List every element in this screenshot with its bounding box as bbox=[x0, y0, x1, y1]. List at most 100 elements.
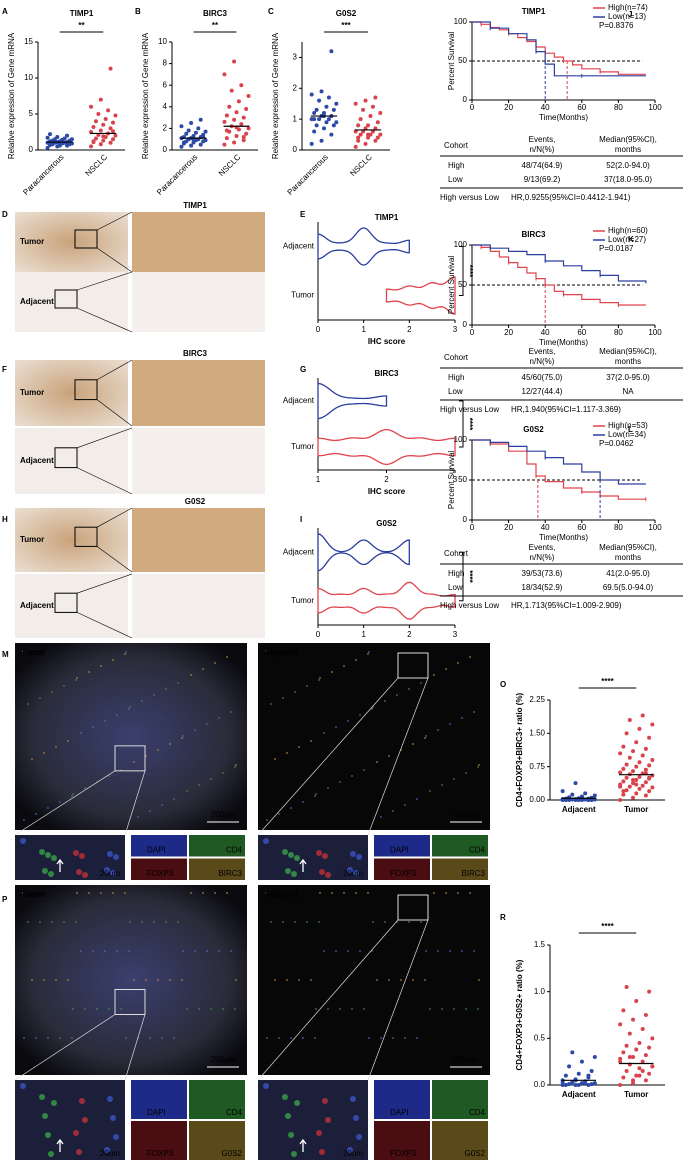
data-point bbox=[634, 999, 639, 1003]
table-cell: 45/60(75.0) bbox=[522, 373, 563, 382]
if-speck bbox=[278, 1037, 280, 1039]
if-speck bbox=[359, 714, 361, 716]
y-tick-label: 100 bbox=[454, 240, 468, 249]
if-speck bbox=[441, 1008, 443, 1010]
data-point bbox=[624, 1043, 629, 1048]
data-point bbox=[621, 1075, 626, 1080]
if-image bbox=[15, 885, 247, 1075]
if-speck bbox=[206, 950, 208, 952]
significance: ** bbox=[212, 21, 219, 30]
zoom-line bbox=[257, 919, 399, 1081]
data-point bbox=[312, 117, 317, 122]
data-point bbox=[108, 126, 113, 131]
if-speck bbox=[76, 892, 78, 894]
x-tick-label: 2 bbox=[384, 475, 389, 484]
scale-label: 200um bbox=[211, 1055, 236, 1064]
if-speck bbox=[278, 813, 280, 815]
table-cell: 9/13(69.2) bbox=[524, 175, 561, 184]
data-point bbox=[631, 1017, 636, 1022]
if-cell bbox=[110, 1115, 116, 1121]
data-point bbox=[198, 142, 203, 147]
data-point bbox=[368, 114, 373, 119]
if-speck bbox=[27, 703, 29, 705]
p-value: P=0.0187 bbox=[599, 244, 634, 253]
data-point bbox=[319, 138, 324, 143]
y-tick-label: Adjacent bbox=[283, 396, 315, 405]
if-speck bbox=[120, 1008, 122, 1010]
y-tick-label: Adjacent bbox=[283, 547, 315, 556]
if-speck bbox=[149, 1037, 151, 1039]
y-tick-label: 1.5 bbox=[534, 940, 546, 949]
chart-title: BIRC3 bbox=[521, 230, 546, 239]
channel-label: G0S2 bbox=[222, 1149, 243, 1158]
if-cell bbox=[263, 838, 269, 844]
data-point bbox=[643, 767, 648, 772]
table-cell: 39/53(73.6) bbox=[522, 569, 563, 578]
if-speck bbox=[128, 950, 130, 952]
if-image bbox=[258, 885, 490, 1075]
x-tick-label: 1 bbox=[361, 630, 366, 639]
data-point bbox=[643, 1053, 648, 1058]
data-point bbox=[366, 132, 370, 137]
if-cell bbox=[319, 1149, 325, 1155]
data-point bbox=[312, 110, 317, 115]
if-speck bbox=[157, 749, 159, 751]
if-speck bbox=[327, 787, 329, 789]
y-tick-label: Tumor bbox=[291, 291, 314, 300]
data-point bbox=[222, 72, 227, 77]
if-speck bbox=[367, 892, 369, 894]
zoom-line bbox=[76, 467, 133, 495]
if-speck bbox=[376, 761, 378, 763]
data-point bbox=[45, 145, 50, 150]
table-cell: 41(2.0-95.0) bbox=[606, 569, 650, 578]
y-tick-label: 0 bbox=[29, 145, 34, 154]
if-speck bbox=[72, 793, 74, 795]
data-point bbox=[198, 117, 203, 122]
data-point bbox=[637, 726, 642, 731]
if-speck bbox=[266, 819, 268, 821]
x-axis-label: Time(Months) bbox=[539, 533, 588, 542]
data-point bbox=[567, 1064, 572, 1069]
data-point bbox=[624, 775, 629, 780]
data-point bbox=[634, 791, 639, 796]
data-point bbox=[624, 762, 629, 767]
if-speck bbox=[408, 921, 410, 923]
data-point bbox=[621, 779, 626, 784]
data-point bbox=[319, 89, 324, 94]
data-point bbox=[631, 778, 636, 782]
if-speck bbox=[478, 764, 480, 766]
if-speck bbox=[290, 807, 292, 809]
data-point bbox=[627, 784, 632, 789]
panel-letter: I bbox=[300, 515, 302, 524]
x-axis-label: IHC score bbox=[368, 487, 406, 496]
significance: **** bbox=[465, 570, 474, 583]
table-cell: 18/34(52.9) bbox=[522, 583, 563, 592]
if-speck bbox=[22, 892, 24, 894]
scale-label: 20um bbox=[100, 869, 120, 878]
table-header: Cohort bbox=[444, 353, 469, 362]
data-point bbox=[234, 110, 239, 115]
if-speck bbox=[420, 921, 422, 923]
if-speck bbox=[404, 1037, 406, 1039]
data-point bbox=[627, 1031, 632, 1036]
x-tick-label: 2 bbox=[407, 630, 412, 639]
legend-label: Low(n=27) bbox=[608, 235, 646, 244]
if-cell bbox=[356, 1134, 362, 1140]
data-point bbox=[334, 120, 339, 125]
x-tick-label: 0 bbox=[316, 325, 321, 334]
if-label: Tumor bbox=[21, 890, 45, 899]
if-speck bbox=[424, 737, 426, 739]
if-label: Tumor bbox=[21, 648, 45, 657]
if-speck bbox=[469, 656, 471, 658]
panel-letter: J bbox=[628, 10, 632, 19]
data-point bbox=[570, 792, 575, 797]
data-point bbox=[618, 770, 623, 775]
y-tick-label: 0 bbox=[463, 320, 468, 329]
legend-label: High(n=53) bbox=[608, 421, 648, 430]
channel-tile bbox=[374, 858, 430, 880]
data-point bbox=[579, 798, 584, 802]
if-speck bbox=[47, 807, 49, 809]
data-point bbox=[618, 784, 623, 789]
zoom-line bbox=[96, 211, 133, 231]
if-speck bbox=[265, 892, 267, 894]
